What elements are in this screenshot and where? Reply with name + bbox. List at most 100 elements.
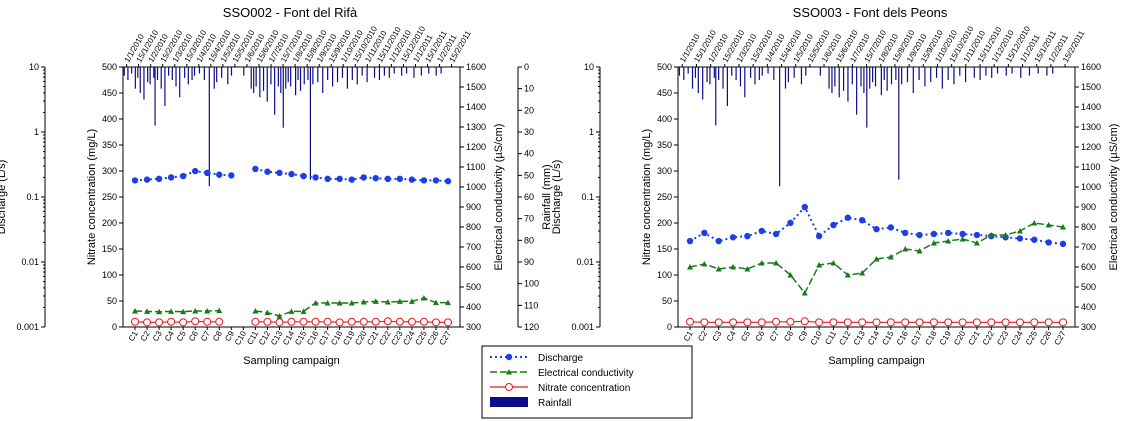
campaign-tick-label: C17 — [317, 329, 332, 347]
ec-axis-title: Electrical conductivity (µS/cm) — [493, 124, 505, 271]
nitrate-point — [829, 318, 838, 327]
campaign-tick-label: C21 — [967, 329, 982, 347]
ec-point — [1031, 220, 1038, 226]
nitrate-point — [395, 317, 404, 326]
ec-tick-label: 300 — [466, 322, 481, 332]
nitrate-tick-label: 350 — [657, 140, 672, 150]
discharge-point — [916, 231, 923, 239]
rainfall-axis-title: Rainfall (mm) — [541, 164, 553, 229]
discharge-point — [801, 203, 808, 211]
rainfall-tick-label: 110 — [524, 300, 538, 310]
ec-point — [1002, 232, 1009, 238]
campaign-tick-label: C18 — [923, 329, 938, 347]
ec-point — [312, 300, 319, 306]
discharge-point — [1016, 235, 1024, 242]
campaign-tick-label: C20 — [952, 329, 967, 347]
discharge-point — [143, 176, 151, 183]
discharge-point — [252, 165, 259, 173]
nitrate-axis-title: Nitrate concentration (mg/L) — [641, 129, 653, 265]
ec-tick-label: 1100 — [466, 162, 485, 172]
discharge-point — [324, 175, 331, 183]
campaign-tick-label: C14 — [866, 329, 881, 347]
nitrate-point — [915, 318, 924, 327]
discharge-point — [686, 237, 694, 245]
ec-tick-label: 1100 — [1081, 162, 1100, 172]
nitrate-tick-label: 100 — [657, 270, 672, 280]
rainfall-tick-label: 90 — [524, 257, 534, 267]
ec-point — [701, 261, 708, 267]
ec-tick-label: 600 — [1081, 262, 1096, 272]
ec-point — [180, 308, 187, 315]
campaign-tick-label: C27 — [1053, 329, 1068, 347]
discharge-tick-label: 0.01 — [21, 257, 39, 267]
ec-point — [930, 240, 937, 246]
nitrate-point — [251, 317, 260, 326]
ec-point — [336, 300, 343, 306]
nitrate-point — [335, 318, 344, 327]
ec-tick-label: 400 — [1081, 302, 1096, 312]
nitrate-tick-label: 450 — [102, 88, 117, 98]
nitrate-point — [729, 318, 738, 327]
date-tick-label: 15/2/2011 — [1061, 29, 1087, 64]
legend-label-nitrate: Nitrate concentration — [538, 383, 630, 394]
campaign-tick-label: C16 — [305, 329, 320, 347]
ec-point — [324, 300, 331, 306]
discharge-point — [312, 174, 319, 181]
nitrate-point — [1030, 318, 1039, 327]
nitrate-point — [929, 318, 938, 327]
nitrate-tick-label: 200 — [102, 218, 117, 228]
ec-tick-label: 1400 — [466, 102, 486, 112]
ec-point — [384, 299, 391, 305]
campaign-tick-label: C19 — [341, 329, 356, 347]
ec-point — [300, 308, 307, 314]
ec-point — [408, 298, 415, 304]
legend-rainfall-swatch — [490, 397, 528, 407]
nitrate-tick-label: 400 — [102, 114, 117, 124]
discharge-point — [336, 175, 343, 183]
discharge-point — [844, 214, 852, 221]
campaign-tick-label: C6 — [754, 329, 767, 343]
legend-label-discharge: Discharge — [538, 353, 583, 364]
campaign-tick-label: C21 — [365, 329, 380, 347]
ec-point — [687, 264, 693, 270]
discharge-point — [167, 174, 175, 181]
campaign-tick-label: C8 — [782, 329, 795, 343]
discharge-point — [204, 169, 211, 177]
nitrate-point — [714, 318, 723, 327]
campaign-tick-label: C27 — [438, 329, 453, 347]
ec-point — [168, 308, 175, 314]
discharge-point — [744, 232, 751, 240]
legend-box — [481, 345, 693, 419]
ec-point — [264, 309, 271, 316]
campaign-tick-label: C6 — [187, 329, 200, 343]
campaign-tick-label: C24 — [401, 329, 416, 347]
discharge-point — [729, 234, 737, 241]
legend-nitrate-marker — [505, 383, 513, 391]
ec-line — [689, 222, 1064, 295]
nitrate-point — [155, 318, 164, 327]
legend-label-ec: Electrical conductivity — [538, 368, 634, 379]
discharge-point — [191, 167, 199, 175]
nitrate-point — [815, 318, 824, 327]
discharge-line — [134, 170, 232, 182]
rainfall-tick-label: 40 — [524, 149, 534, 159]
campaign-tick-label: C10 — [809, 329, 824, 347]
nitrate-point — [359, 317, 368, 326]
campaign-tick-label: C5 — [739, 329, 752, 343]
x-axis-title: Sampling campaign — [243, 355, 340, 367]
legend: Discharge Electrical conductivity Nitrate … — [481, 345, 693, 419]
ec-point — [801, 290, 808, 296]
ec-point — [973, 240, 980, 246]
campaign-tick-label: C14 — [281, 329, 296, 347]
ec-point — [730, 264, 737, 270]
discharge-tick-label: 0.001 — [571, 322, 594, 332]
discharge-tick-label: 10 — [584, 62, 594, 72]
ec-point — [192, 308, 199, 314]
ec-point — [432, 299, 439, 306]
campaign-tick-label: C5 — [175, 329, 188, 343]
nitrate-tick-label: 50 — [107, 296, 117, 306]
discharge-point — [1059, 240, 1067, 248]
chart-title: SSO002 - Font del Rifà — [223, 5, 358, 20]
discharge-point — [300, 172, 307, 180]
ec-tick-label: 1500 — [1081, 82, 1101, 92]
